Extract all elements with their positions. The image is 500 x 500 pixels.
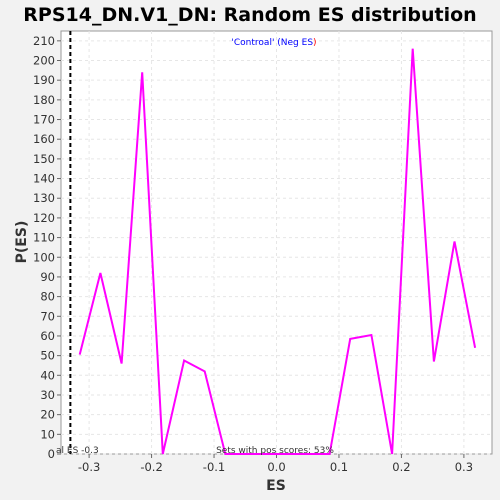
y-tick-label: 60: [40, 329, 55, 343]
y-tick-label: 160: [33, 132, 55, 146]
chart-title: RPS14_DN.V1_DN: Random ES distribution: [23, 4, 476, 26]
y-tick-label: 170: [33, 113, 55, 127]
y-tick-label: 80: [40, 290, 55, 304]
pos-scores-label: Sets with pos scores: 53%: [216, 446, 334, 456]
y-tick-label: 210: [33, 34, 55, 48]
x-tick-label: 0.1: [330, 460, 348, 474]
y-tick-label: 0: [48, 447, 55, 461]
x-tick-label: 0.0: [267, 460, 285, 474]
legend: 'Controal' (Neg ES): [231, 38, 316, 48]
x-tick-label: -0.2: [140, 460, 162, 474]
y-tick-label: 120: [33, 211, 55, 225]
legend-label: 'Controal' (Neg ES: [231, 38, 313, 48]
x-tick-label: -0.1: [203, 460, 225, 474]
y-tick-label: 70: [40, 309, 55, 323]
x-tick-label: 0.2: [392, 460, 410, 474]
y-tick-label: 100: [33, 250, 55, 264]
actual-es-label: al ES -0.3: [56, 446, 99, 456]
y-axis-label: P(ES): [14, 221, 30, 264]
y-tick-label: 130: [33, 191, 55, 205]
y-tick-label: 110: [33, 231, 55, 245]
y-tick-label: 180: [33, 93, 55, 107]
y-tick-label: 150: [33, 152, 55, 166]
y-tick-label: 200: [33, 54, 55, 68]
x-axis-label: ES: [266, 478, 286, 494]
y-tick-label: 90: [40, 270, 55, 284]
y-tick-label: 30: [40, 388, 55, 402]
y-tick-label: 50: [40, 349, 55, 363]
series: [78, 48, 477, 455]
series-line: [78, 48, 477, 455]
ticks: 0 10 20 30 40 50 60 70 80 90 100 110 120 130 140 150 160…: [33, 34, 473, 474]
y-tick-label: 40: [40, 368, 55, 382]
y-tick-label: 20: [40, 408, 55, 422]
y-tick-label: 190: [33, 73, 55, 87]
x-tick-label: -0.3: [78, 460, 100, 474]
legend-suffix: ): [313, 38, 317, 48]
y-tick-label: 140: [33, 172, 55, 186]
x-tick-label: 0.3: [455, 460, 473, 474]
y-tick-label: 10: [40, 427, 55, 441]
